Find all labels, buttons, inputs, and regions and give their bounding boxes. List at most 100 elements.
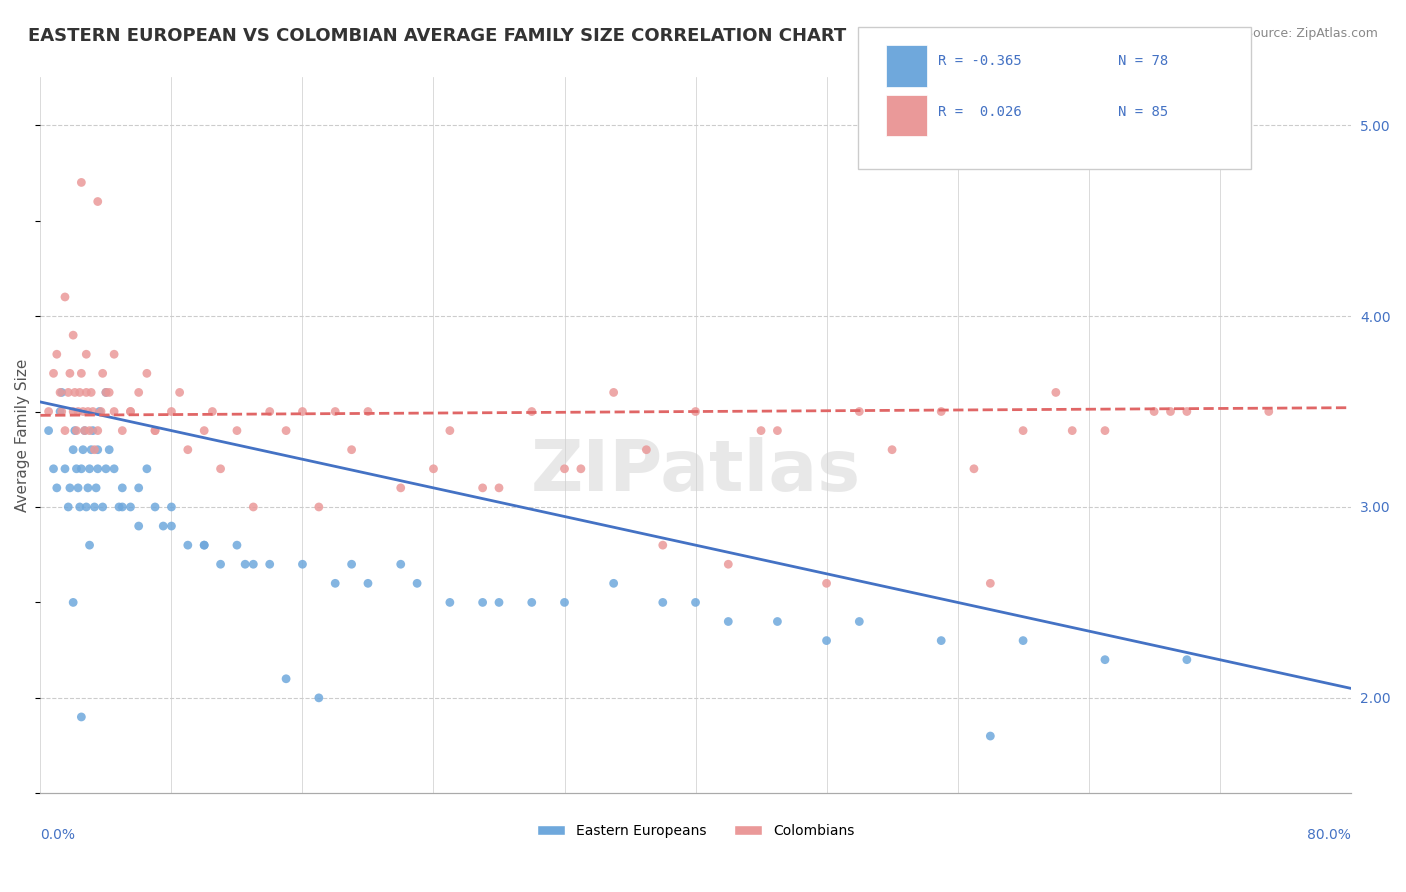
Point xyxy=(569,462,592,476)
Point xyxy=(209,462,232,476)
Point xyxy=(389,481,412,495)
Point xyxy=(1045,385,1067,400)
Point xyxy=(79,462,101,476)
Point xyxy=(72,442,94,457)
Point xyxy=(128,481,150,495)
Point xyxy=(193,538,215,552)
Point xyxy=(87,194,110,209)
Point xyxy=(69,385,91,400)
Point xyxy=(38,424,60,438)
Point xyxy=(103,462,125,476)
Point xyxy=(554,462,576,476)
Point xyxy=(120,404,142,418)
Point xyxy=(62,328,84,343)
Point xyxy=(602,385,624,400)
Point xyxy=(120,404,142,418)
Point xyxy=(80,442,103,457)
Point xyxy=(87,462,110,476)
Point xyxy=(1160,404,1182,418)
Point xyxy=(554,595,576,609)
Point xyxy=(87,442,110,457)
Point xyxy=(274,424,297,438)
Point xyxy=(1012,633,1035,648)
Point xyxy=(70,367,93,381)
Point xyxy=(439,424,461,438)
Point xyxy=(242,500,264,514)
Point xyxy=(340,442,363,457)
Point xyxy=(471,481,494,495)
Point xyxy=(259,558,281,572)
Point xyxy=(226,538,249,552)
Point xyxy=(135,367,157,381)
Point xyxy=(274,672,297,686)
Point xyxy=(73,424,96,438)
Point xyxy=(75,385,97,400)
Point xyxy=(979,576,1001,591)
Point xyxy=(98,385,121,400)
Point xyxy=(160,500,183,514)
Point xyxy=(135,462,157,476)
Point xyxy=(82,404,104,418)
Point xyxy=(1094,424,1116,438)
Point xyxy=(63,424,86,438)
Point xyxy=(848,615,870,629)
Point xyxy=(70,176,93,190)
Point xyxy=(160,519,183,533)
Point xyxy=(75,500,97,514)
Point xyxy=(77,481,100,495)
Point xyxy=(749,424,772,438)
Text: N = 85: N = 85 xyxy=(1118,104,1168,119)
Point xyxy=(111,500,134,514)
Point xyxy=(83,500,105,514)
Point xyxy=(1143,404,1166,418)
Point xyxy=(422,462,444,476)
Text: N = 78: N = 78 xyxy=(1118,54,1168,68)
Point xyxy=(79,424,101,438)
Point xyxy=(108,500,131,514)
Point xyxy=(193,424,215,438)
Point xyxy=(1175,404,1198,418)
Point xyxy=(67,481,90,495)
Point xyxy=(53,424,76,438)
Point xyxy=(1062,424,1084,438)
Point xyxy=(636,442,658,457)
Point xyxy=(880,442,903,457)
Point xyxy=(90,404,112,418)
Point xyxy=(59,367,82,381)
Point xyxy=(389,558,412,572)
Point xyxy=(128,385,150,400)
Point xyxy=(685,595,707,609)
Point xyxy=(1257,404,1279,418)
Point xyxy=(89,404,111,418)
Point xyxy=(75,347,97,361)
Point xyxy=(1175,653,1198,667)
Point xyxy=(69,500,91,514)
Point xyxy=(651,538,673,552)
Point xyxy=(38,404,60,418)
Point xyxy=(94,385,117,400)
Point xyxy=(67,404,90,418)
Point xyxy=(143,424,166,438)
Point xyxy=(58,385,80,400)
Point xyxy=(929,404,952,418)
Point xyxy=(209,558,232,572)
Point xyxy=(651,595,673,609)
Point xyxy=(103,404,125,418)
Legend: Eastern Europeans, Colombians: Eastern Europeans, Colombians xyxy=(531,819,860,844)
Point xyxy=(520,404,543,418)
Point xyxy=(62,595,84,609)
Point xyxy=(77,404,100,418)
Point xyxy=(815,633,838,648)
Point xyxy=(45,347,67,361)
Point xyxy=(233,558,256,572)
Point xyxy=(1094,653,1116,667)
Point xyxy=(53,462,76,476)
Point xyxy=(84,481,107,495)
Point xyxy=(357,404,380,418)
Point xyxy=(226,424,249,438)
Point xyxy=(58,500,80,514)
Point xyxy=(87,424,110,438)
Point xyxy=(323,404,346,418)
Point xyxy=(91,367,114,381)
Point xyxy=(62,442,84,457)
